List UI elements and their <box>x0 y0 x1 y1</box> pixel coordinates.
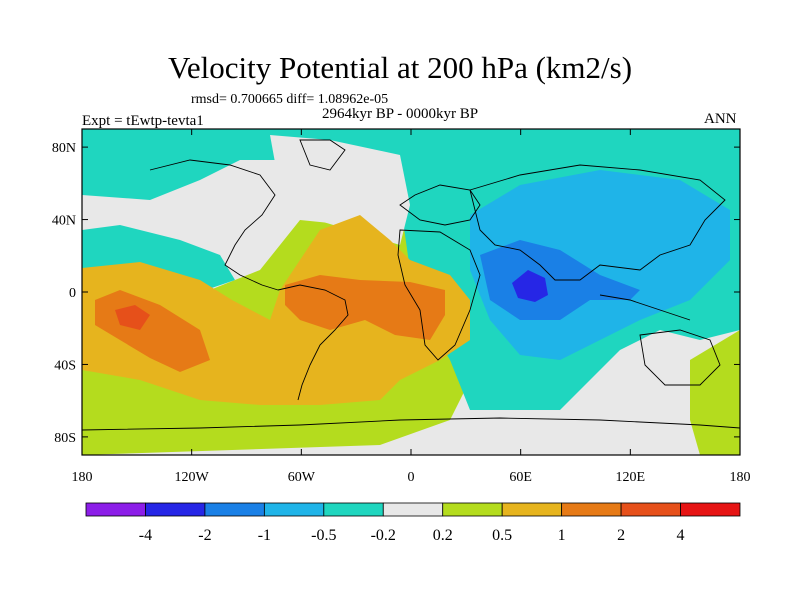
experiment-label: Expt = tEwtp-tevta1 <box>82 113 204 129</box>
period-text: 2964kyr BP - 0000kyr BP <box>322 106 479 122</box>
colorbar-label: 4 <box>677 527 685 544</box>
lat-tick-label: 80S <box>54 431 76 446</box>
colorbar-swatch <box>501 502 563 517</box>
latitude-axis: 80N 40N 0 40S 80S <box>52 141 740 446</box>
coast-south-america <box>277 284 349 401</box>
lon-tick-label: 0 <box>408 470 415 485</box>
lat-tick-label: 40N <box>52 214 76 229</box>
contour-region <box>690 330 740 455</box>
contour-region <box>115 305 150 330</box>
plot-title: Velocity Potential at 200 hPa (km2/s) <box>167 50 633 85</box>
coast-africa <box>397 229 481 361</box>
colorbar-label: 0.5 <box>492 527 512 544</box>
lat-tick-label: 0 <box>69 286 76 301</box>
colorbar-label: -0.2 <box>371 527 396 544</box>
contour-region <box>285 275 445 340</box>
colorbar-swatch <box>145 502 206 517</box>
lon-tick-label: 60W <box>288 470 316 485</box>
coast-asia <box>469 164 726 281</box>
colorbar-label: 2 <box>617 527 625 544</box>
colorbar-swatch <box>442 502 503 517</box>
colorbar-swatch <box>85 502 146 517</box>
coast-australia <box>639 329 721 386</box>
colorbar-label: -1 <box>258 527 271 544</box>
colorbar-label: -0.5 <box>311 527 336 544</box>
colorbar-swatch <box>382 502 444 517</box>
lat-tick-label: 40S <box>54 358 76 373</box>
contour-fill <box>82 129 740 455</box>
colorbar-swatch <box>323 502 384 517</box>
longitude-axis: 180 120W 60W 0 60E 120E 180 <box>72 129 751 485</box>
contour-region <box>512 270 548 302</box>
season-label: ANN <box>704 111 737 127</box>
coast-antarctica <box>82 417 740 431</box>
colorbar-swatch <box>204 502 265 517</box>
colorbar-swatch <box>680 502 741 517</box>
colorbar-label: 0.2 <box>433 527 453 544</box>
stats-text: rmsd= 0.700665 diff= 1.08962e-05 <box>191 92 389 107</box>
colorbar-swatch <box>620 502 681 517</box>
lat-tick-label: 80N <box>52 141 76 156</box>
lon-tick-label: 180 <box>730 470 751 485</box>
lon-tick-label: 60E <box>509 470 532 485</box>
lon-tick-label: 120W <box>175 470 210 485</box>
coast-north-america <box>149 159 279 291</box>
coast-greenland <box>299 139 346 171</box>
coast-europe <box>399 184 481 226</box>
coast-indonesia <box>599 294 691 321</box>
colorbar-swatch <box>561 502 622 517</box>
contour-region <box>270 135 410 245</box>
coastlines <box>82 139 740 431</box>
lon-tick-label: 120E <box>616 470 646 485</box>
lon-tick-label: 180 <box>72 470 93 485</box>
colorbar-label: 1 <box>558 527 566 544</box>
colorbar: -4 -2 -1 -0.5 -0.2 0.2 0.5 1 2 4 <box>85 502 741 544</box>
colorbar-swatch <box>263 502 325 517</box>
colorbar-label: -2 <box>198 527 211 544</box>
colorbar-label: -4 <box>139 527 152 544</box>
